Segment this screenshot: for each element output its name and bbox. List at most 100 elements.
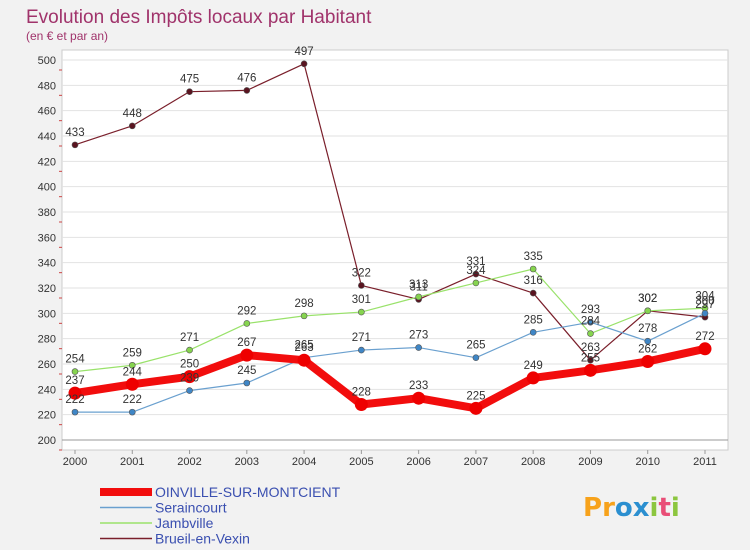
y-tick-label: 280 [38,334,56,346]
data-label: 272 [695,331,714,343]
point-brueil-en-vexin [71,141,79,149]
plot-background [61,49,729,451]
y-tick-label: 400 [38,182,56,194]
data-label: 301 [352,294,371,306]
x-tick-label: 2010 [635,456,659,468]
y-tick-label: 300 [38,308,56,320]
point-jambville [529,265,537,273]
point-jambville [300,312,308,320]
logo-letter: P [583,493,602,523]
data-label: 265 [466,340,485,352]
x-tick-label: 2011 [693,456,717,468]
point-oinville-sur-montcient [412,391,426,405]
point-brueil-en-vexin [358,282,365,289]
point-oinville-sur-montcient [183,370,197,384]
data-label: 239 [180,373,199,385]
data-label: 254 [65,354,85,366]
logo-letter: t [658,493,670,523]
data-label: 249 [524,360,543,372]
point-seraincourt [644,337,652,345]
y-tick-label: 460 [38,106,56,118]
x-tick-label: 2000 [63,456,87,468]
logo-letter: i [650,493,659,523]
data-label: 316 [524,275,543,287]
data-label: 322 [352,267,371,279]
data-label: 278 [638,323,657,335]
y-tick-label: 260 [38,359,56,371]
data-label: 476 [237,72,256,84]
point-seraincourt [243,379,251,387]
data-label: 297 [695,299,714,311]
data-labels: 433 448 475 476 497 322 311 331 316 263 302 297 254 2… [65,46,715,406]
data-label: 222 [65,394,84,406]
point-seraincourt [587,318,594,326]
point-oinville-sur-montcient [125,377,139,391]
series-layer [68,60,712,416]
data-label: 433 [65,127,84,139]
data-label: 263 [581,342,600,354]
x-tick-label: 2001 [120,456,144,468]
plot-area [61,49,729,451]
point-brueil-en-vexin [300,60,308,68]
y-tick-label: 420 [38,156,56,168]
logo-letter: r [602,493,615,523]
data-label: 475 [180,74,199,86]
proxiti-logo: Proxiti [583,493,680,523]
data-label: 497 [294,46,313,58]
data-label: 313 [409,279,428,291]
x-tick-label: 2002 [177,456,201,468]
y-axis: 200 220 240 260 280 300 320 340 360 380 400 420 440 4… [38,55,62,451]
data-label: 259 [123,347,142,359]
logo-letter: o [615,493,633,523]
point-jambville [472,279,480,287]
point-oinville-sur-montcient [68,386,82,400]
data-label: 302 [638,293,657,305]
data-label: 271 [352,332,371,344]
point-jambville [358,308,365,316]
point-seraincourt [71,408,79,416]
grid-lines [62,59,728,441]
data-label: 304 [695,290,715,302]
x-tick-label: 2007 [464,456,488,468]
point-brueil-en-vexin [472,270,480,278]
point-oinville-sur-montcient [354,398,368,412]
data-label: 267 [237,337,256,349]
data-label: 300 [695,295,714,307]
logo-letter: i [671,493,680,523]
legend-label-oinville-sur-montcient: OINVILLE-SUR-MONTCIENT [155,484,341,500]
point-jambville [415,293,422,301]
data-label: 331 [466,256,485,268]
x-tick-label: 2005 [349,456,373,468]
series-line-oinville-sur-montcient [71,344,709,413]
point-seraincourt [128,408,136,416]
data-label: 302 [638,293,657,305]
point-oinville-sur-montcient [526,371,540,385]
data-label: 233 [409,380,428,392]
data-label: 262 [638,343,657,355]
y-tick-label: 440 [38,131,56,143]
point-brueil-en-vexin [128,122,136,130]
series-line-brueil-en-vexin [74,63,706,361]
point-jambville [71,368,79,375]
legend-label-jambville: Jambville [155,515,214,531]
x-tick-label: 2009 [578,456,602,468]
y-tick-label: 380 [38,207,56,219]
point-seraincourt [701,310,709,317]
point-jambville [128,361,136,369]
y-tick-label: 240 [38,384,56,396]
data-label: 222 [123,394,142,406]
x-tick-label: 2003 [235,456,259,468]
data-label: 335 [524,251,543,263]
logo-text: Proxiti [583,493,680,523]
point-seraincourt [529,329,537,336]
data-label: 263 [294,342,313,354]
point-brueil-en-vexin [529,289,537,297]
data-label: 271 [180,332,199,344]
point-oinville-sur-montcient [698,342,712,356]
x-tick-label: 2004 [292,456,316,468]
point-seraincourt [415,344,422,351]
y-tick-label: 480 [38,80,56,92]
point-brueil-en-vexin [186,88,193,95]
